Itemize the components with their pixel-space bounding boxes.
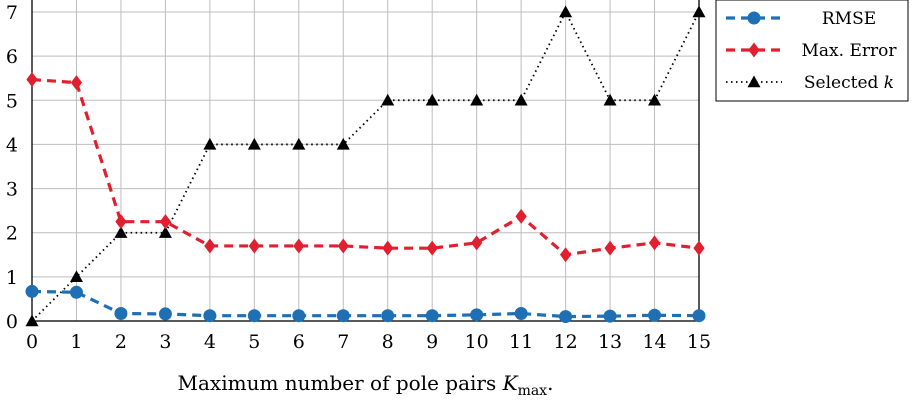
data-point xyxy=(559,310,573,324)
data-point xyxy=(692,309,706,323)
data-point xyxy=(336,137,350,150)
series-max-error xyxy=(26,72,705,263)
y-tick-label: 7 xyxy=(6,2,18,24)
legend-item-selected-k: Selected k xyxy=(726,73,894,93)
plot-frame xyxy=(31,0,700,322)
data-point xyxy=(26,72,38,88)
series-rmse xyxy=(25,284,706,324)
y-tick-label: 4 xyxy=(6,134,18,156)
x-axis-label: Maximum number of pole pairs Kmax. xyxy=(178,371,554,399)
data-point xyxy=(470,308,484,322)
legend-item-rmse: RMSE xyxy=(726,9,876,29)
data-point xyxy=(247,309,261,323)
data-point xyxy=(559,247,572,263)
data-point xyxy=(114,226,128,238)
data-point xyxy=(25,314,39,327)
x-tick-label: 0 xyxy=(26,331,38,353)
data-point xyxy=(381,93,395,106)
data-point xyxy=(25,284,39,298)
data-point xyxy=(471,235,483,251)
y-tick-label: 5 xyxy=(6,90,18,112)
data-point xyxy=(69,270,83,283)
x-tick-label: 3 xyxy=(159,331,171,353)
data-point xyxy=(603,309,617,323)
y-tick-label: 3 xyxy=(6,179,18,201)
data-point xyxy=(381,309,395,323)
grid xyxy=(31,0,700,322)
data-point xyxy=(382,240,394,256)
data-point xyxy=(603,93,617,106)
x-tick-label: 8 xyxy=(382,331,394,353)
x-tick-label: 6 xyxy=(293,331,305,353)
series-line xyxy=(31,77,700,257)
y-tick-label: 6 xyxy=(6,46,18,68)
x-tick-label: 5 xyxy=(248,331,260,353)
data-point xyxy=(693,240,705,256)
data-point xyxy=(248,238,260,254)
x-tick-label: 15 xyxy=(687,331,711,353)
legend: RMSE Max. Error Selected k xyxy=(715,0,909,102)
data-point xyxy=(292,309,306,323)
legend-item-max-error: Max. Error xyxy=(726,41,897,61)
data-point xyxy=(426,240,438,256)
y-tick-label: 1 xyxy=(6,267,18,289)
x-tick-label: 10 xyxy=(465,331,489,353)
data-point xyxy=(115,214,127,230)
data-point xyxy=(515,208,527,224)
data-point xyxy=(648,235,661,251)
data-point xyxy=(203,309,217,323)
legend-label: Selected k xyxy=(804,73,894,93)
y-tick-label: 0 xyxy=(6,311,18,333)
y-tick-label: 2 xyxy=(6,223,18,245)
data-point xyxy=(158,226,172,238)
series-line xyxy=(31,11,700,322)
data-point xyxy=(470,93,484,106)
data-point xyxy=(159,214,172,230)
data-point xyxy=(158,307,172,321)
data-point xyxy=(69,285,83,299)
series-line xyxy=(31,289,700,319)
data-point xyxy=(293,238,305,254)
x-tick-label: 12 xyxy=(554,331,578,353)
data-point xyxy=(70,75,83,91)
data-point xyxy=(114,306,128,320)
legend-marker xyxy=(748,42,760,58)
data-point xyxy=(247,137,261,150)
data-point xyxy=(514,306,528,320)
data-point xyxy=(425,309,439,323)
legend-marker xyxy=(747,75,761,88)
series-selected-k xyxy=(25,5,706,327)
data-point xyxy=(203,137,217,150)
data-point xyxy=(648,93,662,106)
data-point xyxy=(425,93,439,106)
x-tick-label: 2 xyxy=(115,331,127,353)
legend-label: Max. Error xyxy=(802,41,898,61)
data-point xyxy=(337,238,349,254)
data-point xyxy=(692,5,706,18)
legend-label: RMSE xyxy=(822,9,876,29)
data-point xyxy=(559,5,573,18)
data-point xyxy=(292,137,306,150)
x-tick-label: 4 xyxy=(204,331,216,353)
legend-marker xyxy=(747,11,761,25)
data-point xyxy=(604,240,616,256)
x-tick-label: 7 xyxy=(337,331,349,353)
data-point xyxy=(336,309,350,323)
x-tick-label: 14 xyxy=(642,331,666,353)
series-layer xyxy=(25,5,706,327)
data-point xyxy=(204,238,216,254)
data-point xyxy=(514,93,528,106)
x-tick-label: 9 xyxy=(426,331,438,353)
data-point xyxy=(648,308,662,322)
x-tick-label: 13 xyxy=(598,331,622,353)
x-tick-label: 11 xyxy=(509,331,533,353)
x-tick-label: 1 xyxy=(70,331,82,353)
